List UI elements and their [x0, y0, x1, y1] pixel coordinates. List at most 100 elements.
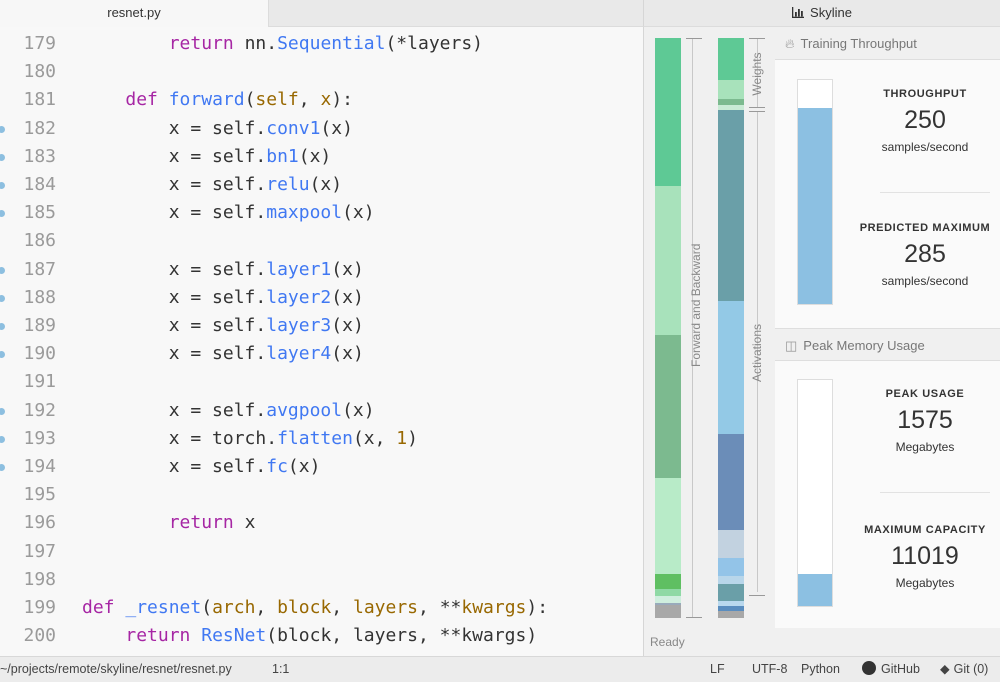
code-line[interactable]: 184 x = self.relu(x) — [0, 171, 643, 199]
weights-segment[interactable] — [718, 99, 744, 106]
code-token: nn. — [233, 33, 278, 54]
line-ending[interactable]: LF — [710, 662, 725, 676]
code-line[interactable]: 191 — [0, 368, 643, 396]
weights-segment[interactable] — [718, 611, 744, 618]
code-line[interactable]: 196 return x — [0, 509, 643, 537]
weights-segment[interactable] — [718, 433, 744, 530]
weights-segment[interactable] — [718, 584, 744, 601]
code-line[interactable]: 200 return ResNet(block, layers, **kwarg… — [0, 622, 643, 650]
code-token: bn1 — [266, 145, 299, 167]
forward-backward-bar[interactable] — [655, 38, 681, 618]
fb-segment[interactable] — [655, 38, 681, 187]
github-button[interactable]: GitHub — [862, 657, 920, 682]
code-token: x — [320, 89, 332, 111]
fb-segment[interactable] — [655, 334, 681, 478]
github-label: GitHub — [881, 662, 920, 676]
code-line[interactable]: 194 x = self.fc(x) — [0, 453, 643, 481]
code-token: (x) — [287, 456, 321, 477]
code-line[interactable]: 198 — [0, 566, 643, 594]
weights-segment[interactable] — [718, 301, 744, 434]
encoding[interactable]: UTF-8 — [752, 662, 788, 676]
peak-usage-unit: Megabytes — [895, 440, 955, 454]
code-text: x = self.maxpool(x) — [82, 199, 375, 227]
code-line[interactable]: 192 x = self.avgpool(x) — [0, 397, 643, 425]
fb-segment[interactable] — [655, 589, 681, 596]
weights-segment[interactable] — [718, 38, 744, 80]
code-line[interactable]: 187 x = self.layer1(x) — [0, 256, 643, 284]
code-line[interactable]: 181 def forward(self, x): — [0, 86, 643, 114]
gutter-marker-icon — [0, 435, 5, 443]
grammar[interactable]: Python — [801, 662, 840, 676]
code-token: return — [125, 625, 191, 647]
fb-segment[interactable] — [655, 186, 681, 335]
code-line[interactable]: 180 — [0, 58, 643, 86]
activations-bracket-top — [749, 111, 765, 112]
line-number: 200 — [23, 625, 56, 647]
code-token: _resnet — [125, 597, 202, 618]
weights-bracket-line — [757, 39, 758, 107]
code-line[interactable]: 193 x = torch.flatten(x, 1) — [0, 425, 643, 453]
file-path[interactable]: ~/projects/remote/skyline/resnet/resnet.… — [0, 662, 232, 676]
line-number: 189 — [23, 315, 56, 336]
code-token: ( — [244, 89, 256, 111]
fb-segment[interactable] — [655, 605, 681, 618]
gutter-marker-icon — [0, 323, 5, 330]
code-token: (x) — [298, 145, 332, 167]
status-ready: Ready — [650, 635, 685, 649]
code-line[interactable]: 195 — [0, 481, 643, 509]
throughput-gauge — [797, 79, 833, 305]
git-button[interactable]: ◆ Git (0) — [940, 657, 988, 682]
weights-segment[interactable] — [718, 109, 744, 302]
weights-segment[interactable] — [718, 79, 744, 100]
code-line[interactable]: 197 — [0, 538, 643, 566]
fb-segment[interactable] — [655, 595, 681, 603]
code-token: flatten — [277, 427, 353, 449]
line-number: 197 — [23, 540, 56, 562]
fb-segment[interactable] — [655, 477, 681, 574]
activations-bracket-line — [757, 112, 758, 592]
cursor-position[interactable]: 1:1 — [272, 662, 290, 676]
weights-segment[interactable] — [718, 600, 744, 607]
code-token: def — [125, 89, 158, 111]
code-token — [82, 89, 125, 110]
code-token — [115, 597, 126, 618]
weights-segment[interactable] — [718, 529, 744, 558]
skyline-title: Skyline — [810, 5, 852, 20]
code-token: return — [168, 33, 234, 54]
weights-segment[interactable] — [718, 557, 744, 577]
memory-gauge-fill — [798, 573, 832, 606]
fb-segment[interactable] — [655, 602, 681, 606]
code-text: x = self.layer2(x) — [82, 284, 364, 312]
code-token: (x, — [352, 427, 397, 449]
code-line[interactable]: 189 x = self.layer3(x) — [0, 312, 643, 340]
code-text: x = self.layer1(x) — [82, 256, 364, 284]
weights-segment[interactable] — [718, 105, 744, 110]
code-editor[interactable]: 179 return nn.Sequential(*layers) 180 181 … — [0, 27, 643, 656]
code-line[interactable]: 185 x = self.maxpool(x) — [0, 199, 643, 227]
code-text: return x — [82, 509, 256, 537]
code-line[interactable]: 182 x = self.conv1(x) — [0, 115, 643, 143]
git-icon: ◆ — [940, 662, 950, 676]
max-capacity-value: 11019 — [891, 542, 959, 570]
weights-activations-bar[interactable] — [718, 38, 744, 618]
code-line[interactable]: 199 def _resnet(arch, block, layers, **kw… — [0, 594, 643, 622]
code-text: x = self.relu(x) — [82, 171, 342, 199]
code-line[interactable]: 179 return nn.Sequential(*layers) — [0, 30, 643, 58]
code-token: x = self. — [82, 174, 267, 195]
git-label: Git (0) — [953, 662, 989, 676]
code-token: Sequential — [277, 33, 386, 54]
memory-title: Peak Memory Usage — [803, 338, 925, 353]
tab-resnet-py[interactable]: resnet.py — [0, 0, 269, 27]
skyline-tab[interactable]: Skyline — [643, 0, 1000, 27]
code-line[interactable]: 186 — [0, 227, 643, 255]
line-number: 191 — [23, 371, 56, 393]
code-line[interactable]: 183 x = self.bn1(x) — [0, 143, 643, 171]
fb-segment[interactable] — [655, 573, 681, 589]
code-line[interactable]: 188 x = self.layer2(x) — [0, 284, 643, 312]
weights-segment[interactable] — [718, 576, 744, 585]
predicted-max-value: 285 — [904, 240, 946, 268]
memory-gauge — [797, 379, 833, 607]
code-token: (x) — [342, 399, 375, 421]
weights-segment[interactable] — [718, 606, 744, 612]
code-line[interactable]: 190 x = self.layer4(x) — [0, 340, 643, 368]
